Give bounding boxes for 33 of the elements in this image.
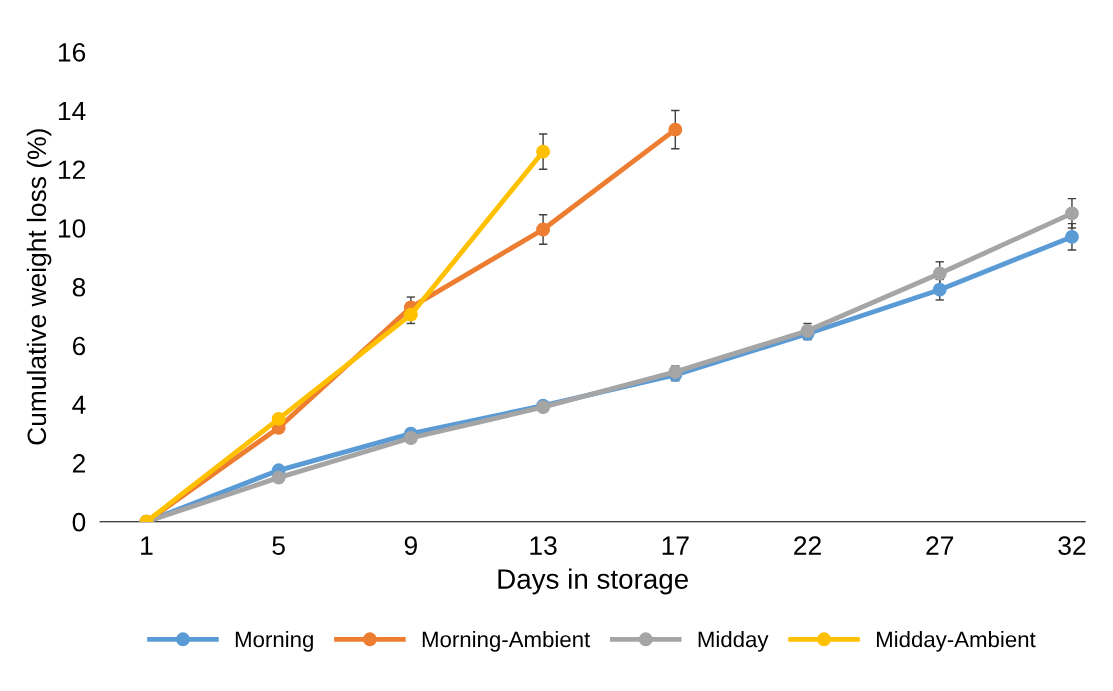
x-axis-title: Days in storage	[498, 568, 688, 595]
y-tick-label: 2	[72, 454, 85, 473]
legend-label: Midday	[698, 630, 769, 652]
point	[932, 282, 947, 297]
x-tick-label: 32	[1058, 536, 1086, 555]
point	[668, 122, 683, 137]
point	[403, 431, 418, 445]
y-axis-title: Cumulative weight loss (%)	[26, 129, 52, 445]
y-tick-label: 4	[72, 395, 86, 414]
point	[1065, 229, 1079, 244]
y-tick-label: 14	[58, 101, 86, 121]
legend-label: Midday-Ambient	[877, 630, 1036, 652]
point	[536, 144, 551, 159]
x-tick-label: 27	[926, 536, 954, 555]
y-tick-label: 8	[72, 277, 86, 297]
y-tick-label: 12	[58, 160, 85, 179]
point	[271, 411, 286, 426]
x-tick-label: 13	[530, 536, 557, 555]
point	[932, 266, 947, 281]
y-tick-label: 10	[58, 219, 86, 238]
point	[536, 222, 551, 237]
x-tick-label: 22	[794, 536, 821, 555]
y-tick-label: 16	[58, 42, 86, 62]
point	[271, 470, 286, 485]
point	[1065, 206, 1079, 221]
x-tick-label: 5	[272, 536, 285, 555]
y-tick-label: 0	[72, 512, 86, 532]
legend-label: Morning	[235, 630, 313, 652]
legend-label: Morning-Ambient	[422, 630, 591, 652]
x-tick-label: 17	[662, 536, 689, 555]
x-tick-label: 9	[404, 536, 417, 555]
x-tick-label: 1	[141, 536, 153, 555]
y-tick-label: 6	[72, 336, 86, 356]
